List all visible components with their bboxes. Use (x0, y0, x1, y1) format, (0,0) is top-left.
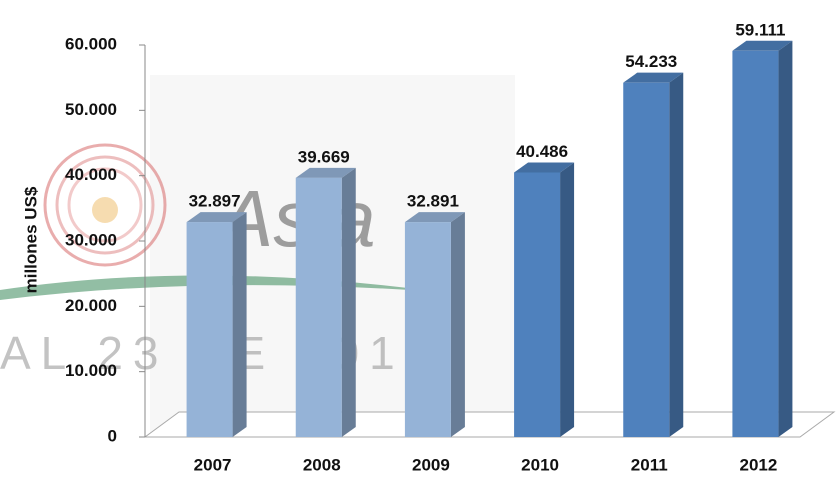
y-tick-label: 20.000 (65, 296, 117, 315)
bar-side (778, 41, 792, 437)
value-label: 39.669 (298, 147, 350, 166)
bar-side (560, 162, 574, 437)
x-tick-label: 2012 (740, 455, 778, 474)
x-tick-label: 2009 (412, 455, 450, 474)
floor (145, 412, 834, 437)
y-tick-label: 40.000 (65, 165, 117, 184)
bar-side (451, 212, 465, 437)
chart: Asia AL 23 DE 2013 millones US$ 010.0002… (0, 0, 839, 479)
x-tick-label: 2007 (194, 455, 232, 474)
value-label: 40.486 (516, 142, 568, 161)
bar (187, 222, 233, 437)
bar (296, 178, 342, 437)
bar-side (669, 73, 683, 437)
y-tick-label: 30.000 (65, 230, 117, 249)
bar-side (233, 212, 247, 437)
bar (732, 51, 778, 437)
x-tick-label: 2010 (521, 455, 559, 474)
x-tick-label: 2011 (631, 455, 668, 474)
x-tick-label: 2008 (303, 455, 341, 474)
bar (405, 222, 451, 437)
value-label: 59.111 (735, 20, 785, 39)
bar (623, 83, 669, 437)
y-axis-label: millones US$ (21, 186, 40, 293)
bar (514, 172, 560, 437)
y-tick-label: 60.000 (65, 34, 117, 53)
value-label: 54.233 (625, 52, 677, 71)
bar-side (342, 168, 356, 437)
y-tick-label: 0 (108, 426, 117, 445)
y-tick-label: 50.000 (65, 100, 117, 119)
value-label: 32.891 (407, 192, 459, 211)
y-tick-label: 10.000 (65, 361, 117, 380)
value-label: 32.897 (189, 192, 241, 211)
